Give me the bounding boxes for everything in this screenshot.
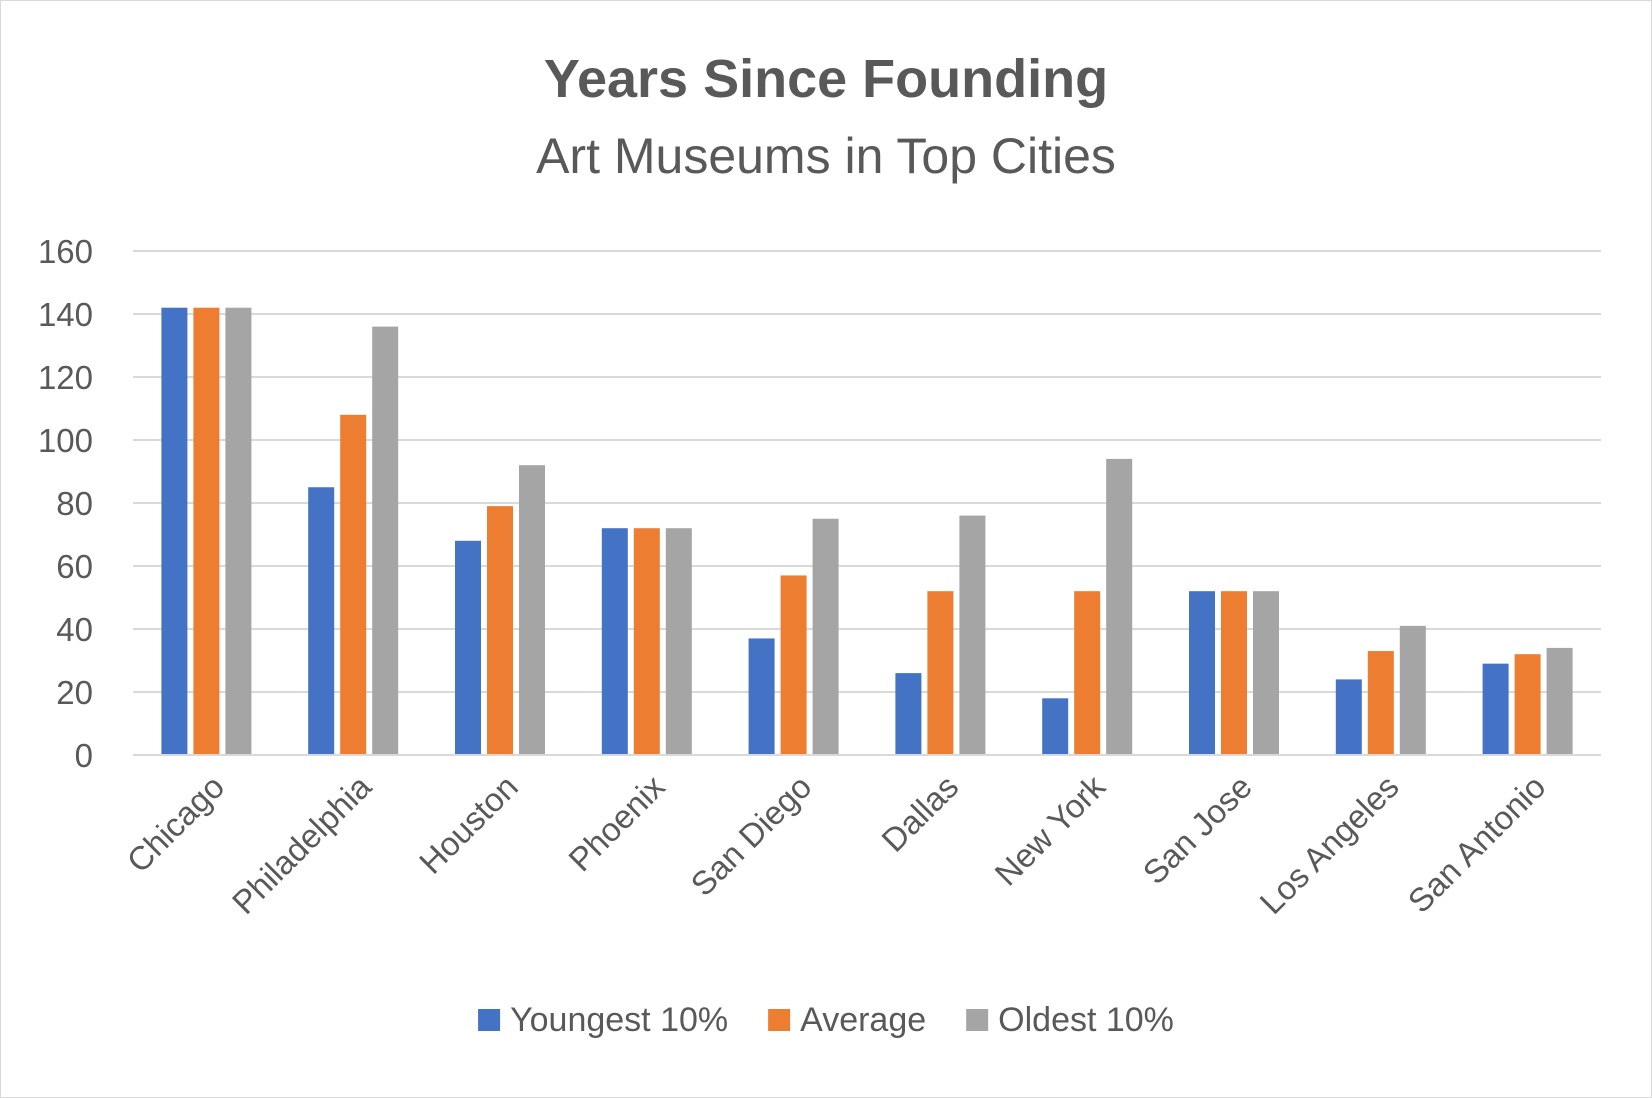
legend-swatch xyxy=(768,1009,791,1031)
legend-swatch xyxy=(478,1009,501,1031)
legend-item: Average xyxy=(768,1001,926,1039)
y-tick-label: 100 xyxy=(38,422,93,459)
bar xyxy=(193,307,220,755)
bar xyxy=(895,673,922,755)
bar xyxy=(601,528,628,755)
bar xyxy=(633,528,660,755)
bars xyxy=(161,307,1573,755)
bar xyxy=(1253,591,1279,755)
y-axis-ticks: 0 20 40 60 80 100 120 140 160 xyxy=(38,233,93,774)
legend: Youngest 10% Average Oldest 10% xyxy=(478,1001,1174,1039)
category-label: San Antonio xyxy=(1401,768,1553,920)
bar xyxy=(1335,679,1362,755)
bar xyxy=(225,307,252,755)
category-label: Houston xyxy=(412,768,525,881)
chart-title: Years Since Founding xyxy=(544,49,1108,109)
bar xyxy=(927,591,954,755)
legend-label: Youngest 10% xyxy=(510,1001,728,1039)
legend-swatch xyxy=(966,1009,989,1031)
bar xyxy=(519,465,545,755)
bar xyxy=(1042,698,1069,755)
legend-item: Oldest 10% xyxy=(966,1001,1174,1039)
category-label: San Jose xyxy=(1135,768,1258,891)
bar xyxy=(1189,591,1215,755)
bar xyxy=(812,518,839,755)
y-tick-label: 160 xyxy=(38,233,93,270)
category-label: Philadelphia xyxy=(225,767,379,921)
y-tick-label: 60 xyxy=(56,548,93,585)
y-tick-label: 140 xyxy=(38,296,93,333)
bar xyxy=(1221,591,1247,755)
bar xyxy=(1106,458,1133,755)
category-label: Los Angeles xyxy=(1252,768,1405,921)
y-tick-label: 0 xyxy=(75,737,93,774)
category-label: New York xyxy=(987,767,1112,892)
y-tick-label: 40 xyxy=(56,611,93,648)
bar xyxy=(748,638,775,755)
bar xyxy=(1074,591,1101,755)
category-label: Dallas xyxy=(874,768,965,859)
y-tick-label: 20 xyxy=(56,674,93,711)
bar xyxy=(1367,651,1394,755)
y-tick-label: 120 xyxy=(38,359,93,396)
bar xyxy=(780,575,807,755)
legend-label: Oldest 10% xyxy=(998,1001,1174,1039)
bar xyxy=(1399,625,1426,755)
bar xyxy=(340,414,367,755)
category-label: San Diego xyxy=(683,768,818,903)
chart-subtitle: Art Museums in Top Cities xyxy=(536,128,1116,184)
legend-label: Average xyxy=(800,1001,926,1039)
bar xyxy=(959,515,986,755)
bar xyxy=(372,326,399,755)
bar xyxy=(665,528,692,755)
category-label: Phoenix xyxy=(561,767,672,878)
legend-item: Youngest 10% xyxy=(478,1001,728,1039)
y-tick-label: 80 xyxy=(56,485,93,522)
bar xyxy=(1546,647,1573,755)
bar xyxy=(161,307,188,755)
category-label: Chicago xyxy=(120,768,232,880)
bar xyxy=(1482,663,1509,755)
bar xyxy=(1514,654,1541,755)
bar xyxy=(487,506,513,755)
bar xyxy=(308,487,335,755)
bar xyxy=(455,540,481,755)
